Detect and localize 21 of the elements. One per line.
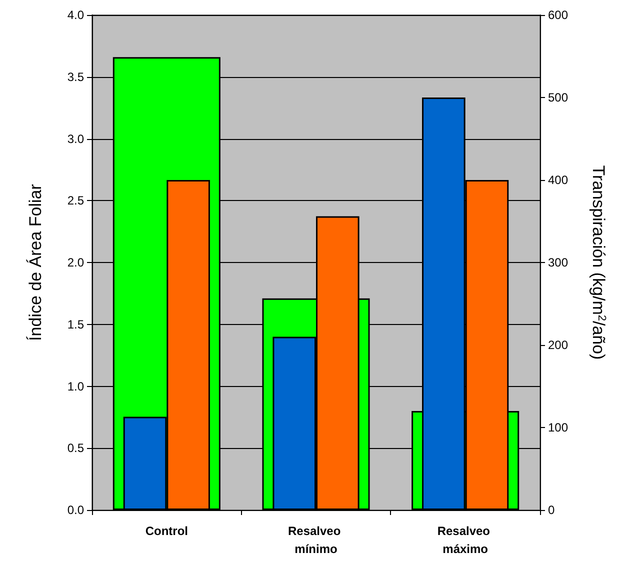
x-tick-label: Control [145, 524, 188, 538]
y2-tick-label: 200 [548, 338, 568, 352]
y-tick-label: 2.5 [67, 194, 84, 208]
y2-tick-label: 500 [548, 90, 568, 104]
y-tick-label: 1.0 [67, 379, 84, 394]
y-tick-label: 2.0 [67, 256, 84, 270]
x-tick-label: Resalveo mínimo [288, 524, 344, 556]
y-axis-title: Índice de Área Foliar [26, 184, 45, 341]
y2-tick-label: 100 [548, 420, 568, 434]
y-tick-label: 3.5 [67, 70, 84, 84]
y-tick-label: 1.5 [67, 317, 84, 332]
y-tick-label: 3.0 [67, 132, 84, 146]
y2-tick-label: 600 [548, 8, 568, 22]
y-tick-label: 0.5 [67, 441, 84, 456]
y2-tick-label: 300 [548, 256, 568, 270]
y-tick-label: 0.0 [67, 503, 84, 517]
y-tick-label: 4.0 [67, 8, 84, 22]
x-tick-label: Resalveo máximo [437, 524, 494, 556]
y2-tick-label: 0 [548, 503, 555, 517]
y2-axis-title: Transpiración (kg/m2/año) [589, 165, 608, 360]
y2-tick-label: 400 [548, 173, 568, 187]
